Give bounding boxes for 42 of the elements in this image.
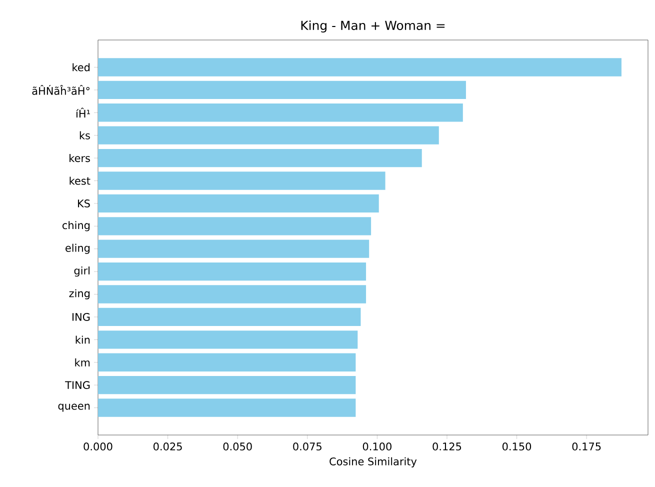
x-tick-label: 0.000 — [84, 442, 112, 450]
bar — [98, 376, 356, 394]
bar — [98, 217, 372, 236]
y-tick-label: ching — [62, 221, 90, 232]
x-tick-label: 0.175 — [572, 442, 601, 450]
y-tick-label: km — [75, 358, 90, 366]
bar — [98, 353, 356, 372]
bar — [98, 104, 463, 122]
y-tick-label: kers — [70, 154, 90, 162]
x-tick-label: 0.075 — [293, 442, 322, 450]
bar — [98, 330, 358, 349]
x-axis-title: Cosine Similarity — [330, 457, 417, 468]
x-tick-label: 0.100 — [362, 442, 392, 450]
y-tick-label: ING — [72, 312, 90, 321]
bar — [98, 285, 366, 304]
y-tick-label: KS — [78, 199, 90, 208]
bar — [98, 172, 386, 190]
y-tick-label: TING — [65, 381, 90, 390]
bar — [98, 58, 622, 76]
bar — [98, 80, 466, 100]
y-tick-label: ks — [80, 131, 90, 140]
bar — [98, 262, 366, 281]
bar — [98, 240, 370, 258]
bar — [98, 148, 422, 168]
bar — [98, 194, 379, 213]
bar — [98, 126, 439, 144]
y-tick-label: queen — [58, 404, 90, 412]
y-tick-label: zing — [69, 289, 90, 300]
y-tick-label: eling — [66, 244, 90, 254]
y-tick-label: kest — [70, 176, 90, 185]
x-tick-label: 0.125 — [432, 442, 462, 450]
bar — [98, 398, 356, 417]
x-tick-label: 0.050 — [223, 442, 252, 450]
y-tick-label: girl — [74, 266, 90, 277]
chart-title: King - Man + Woman = — [301, 20, 445, 32]
y-tick-label: íĤ¹ — [76, 108, 90, 118]
y-tick-label: ãĤŃãĥ³ãĤ° — [32, 85, 90, 95]
y-tick-label: ked — [72, 63, 90, 72]
x-tick-label: 0.150 — [502, 442, 532, 450]
bar — [98, 308, 361, 326]
y-tick-label: kin — [76, 336, 90, 344]
x-tick-label: 0.025 — [154, 442, 182, 450]
